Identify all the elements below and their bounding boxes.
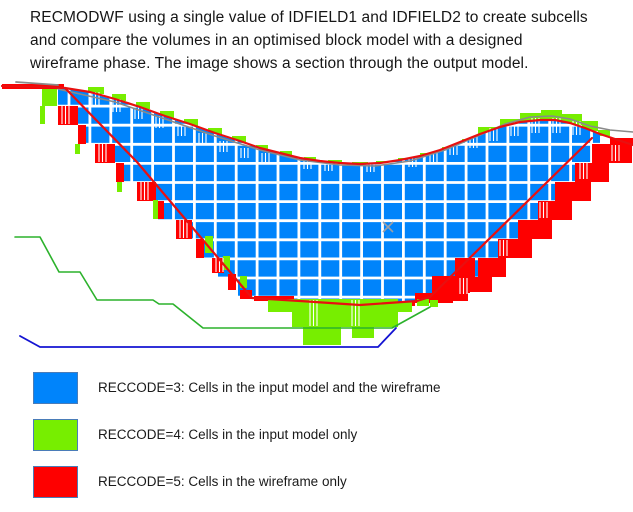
caption-text: RECMODWF using a single value of IDFIELD… [30, 6, 615, 75]
reccode3-color-swatch [33, 372, 78, 404]
legend-row-reccode5: RECCODE=5: Cells in the wireframe only [33, 462, 593, 509]
caption-line-2: and compare the volumes in an optimised … [30, 32, 523, 49]
legend-row-reccode4: RECCODE=4: Cells in the input model only [33, 415, 593, 462]
legend: RECCODE=3: Cells in the input model and … [33, 368, 593, 509]
reccode4-color-swatch [33, 419, 78, 451]
reccode3-label: RECCODE=3: Cells in the input model and … [98, 380, 441, 395]
caption-line-3: wireframe phase. The image shows a secti… [30, 55, 529, 72]
reccode4-label: RECCODE=4: Cells in the input model only [98, 427, 358, 442]
caption-line-1: RECMODWF using a single value of IDFIELD… [30, 9, 588, 26]
legend-row-reccode3: RECCODE=3: Cells in the input model and … [33, 368, 593, 415]
reccode5-color-swatch [33, 466, 78, 498]
reccode5-label: RECCODE=5: Cells in the wireframe only [98, 474, 347, 489]
